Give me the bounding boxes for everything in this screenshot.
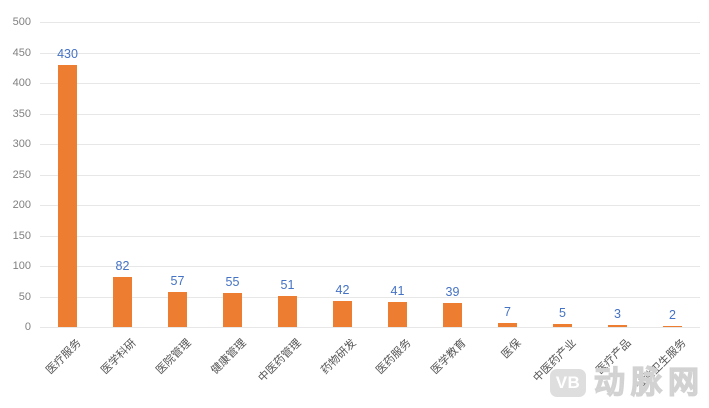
x-axis-label: 医学教育 xyxy=(428,337,469,377)
bar xyxy=(498,322,517,327)
bar xyxy=(278,295,297,327)
bar-value-label: 57 xyxy=(170,274,185,289)
y-axis-tick-label: 250 xyxy=(12,168,31,181)
bar-value-label: 430 xyxy=(57,46,78,61)
bar-value-label: 42 xyxy=(335,283,350,298)
bar-value-label: 2 xyxy=(669,307,676,322)
gridline xyxy=(40,296,700,298)
y-axis-tick-label: 300 xyxy=(12,138,31,150)
y-axis-tick-label: 200 xyxy=(12,199,31,211)
bar xyxy=(553,323,572,327)
bar xyxy=(443,303,462,327)
gridline xyxy=(40,144,700,145)
vcbeat-logo-icon: VB xyxy=(550,368,586,397)
bar-value-label: 5 xyxy=(559,305,566,320)
bar xyxy=(388,301,407,327)
watermark: VB 动脉网 xyxy=(550,365,705,400)
gridline xyxy=(40,205,700,206)
x-axis-label: 医保 xyxy=(499,337,524,362)
gridline xyxy=(40,22,700,23)
y-axis-tick-label: 400 xyxy=(12,77,31,89)
bar-value-label: 3 xyxy=(614,307,621,322)
gridline xyxy=(40,235,700,237)
x-axis-label: 医学科研 xyxy=(98,337,139,377)
bar xyxy=(168,292,187,327)
x-axis-label: 药物研发 xyxy=(318,337,359,377)
y-axis-tick-label: 500 xyxy=(12,16,31,28)
bar xyxy=(608,325,627,327)
bar xyxy=(113,276,132,327)
x-axis-label: 医院管理 xyxy=(153,337,194,377)
y-axis-tick-label: 450 xyxy=(12,46,31,59)
gridline xyxy=(40,83,700,84)
bar-value-label: 51 xyxy=(280,277,295,292)
bar xyxy=(58,64,77,327)
y-axis-tick-label: 150 xyxy=(12,229,31,242)
bar-value-label: 39 xyxy=(445,285,460,300)
gridline xyxy=(40,113,700,115)
x-axis-label: 健康管理 xyxy=(208,337,249,377)
y-axis-tick-label: 100 xyxy=(12,260,31,272)
y-axis-tick-label: 0 xyxy=(24,321,31,333)
gridline xyxy=(40,52,700,54)
gridline xyxy=(40,174,700,176)
bar xyxy=(223,293,242,327)
bar xyxy=(663,325,682,327)
y-axis-tick-label: 350 xyxy=(12,107,31,120)
x-axis-label: 中医药管理 xyxy=(255,337,304,385)
bar-value-label: 7 xyxy=(504,304,511,319)
bar xyxy=(333,301,352,327)
x-axis-label: 医疗服务 xyxy=(43,337,84,377)
y-axis-tick-label: 50 xyxy=(18,290,31,303)
x-axis-label: 医药服务 xyxy=(373,337,414,377)
bar-value-label: 55 xyxy=(225,275,240,290)
gridline xyxy=(40,266,700,267)
gridline xyxy=(40,327,700,328)
watermark-text: 动脉网 xyxy=(593,365,705,400)
bar-value-label: 41 xyxy=(390,283,405,298)
bar-value-label: 82 xyxy=(115,258,130,273)
